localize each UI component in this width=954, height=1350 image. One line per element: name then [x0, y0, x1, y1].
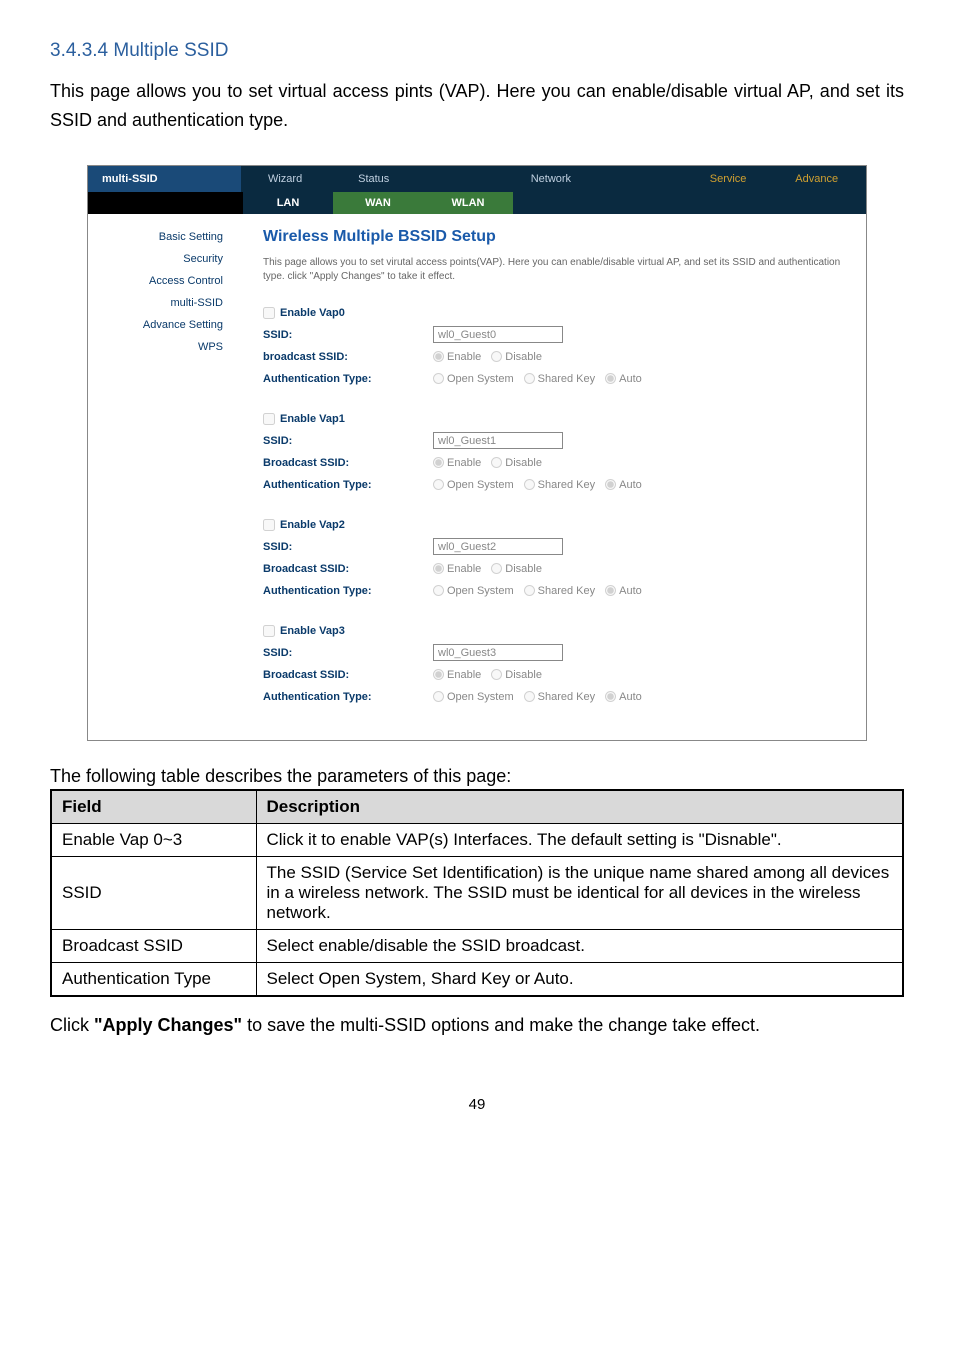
- vap0-enable-checkbox[interactable]: [263, 307, 275, 319]
- td-desc-2: Select enable/disable the SSID broadcast…: [256, 929, 903, 962]
- vap2-ssid-label: SSID:: [263, 541, 433, 553]
- nav-advance[interactable]: Advance: [772, 166, 861, 192]
- vap0-enable-label: Enable Vap0: [280, 307, 345, 319]
- vap1-ssid-input[interactable]: [433, 432, 563, 449]
- sidebar-item-multissid[interactable]: multi-SSID: [170, 297, 223, 309]
- main-area: Basic Setting Security Access Control mu…: [88, 214, 866, 740]
- vap0-bcast-disable[interactable]: [491, 351, 502, 362]
- td-field-2: Broadcast SSID: [51, 929, 256, 962]
- router-panel: multi-SSID Wizard Status Network Service…: [87, 165, 867, 741]
- td-field-0: Enable Vap 0~3: [51, 823, 256, 856]
- vap0-ssid-input[interactable]: [433, 326, 563, 343]
- vap1-auth-label: Authentication Type:: [263, 479, 433, 491]
- vap3-ssid-label: SSID:: [263, 647, 433, 659]
- sub-bar: LAN WAN WLAN: [88, 192, 866, 214]
- vap1-bcast-label: Broadcast SSID:: [263, 457, 433, 469]
- vap1-ssid-label: SSID:: [263, 435, 433, 447]
- content-area: Wireless Multiple BSSID Setup This page …: [243, 214, 866, 740]
- th-desc: Description: [256, 790, 903, 824]
- vap2-bcast-enable[interactable]: [433, 563, 444, 574]
- vap1-auth-open[interactable]: [433, 479, 444, 490]
- vap3-auth-open[interactable]: [433, 691, 444, 702]
- vap0-block: Enable Vap0 SSID: broadcast SSID:EnableD…: [263, 302, 846, 390]
- vap2-auth-label: Authentication Type:: [263, 585, 433, 597]
- sidebar-item-advance[interactable]: Advance Setting: [88, 314, 243, 336]
- table-intro: The following table describes the parame…: [50, 766, 904, 787]
- vap3-ssid-input[interactable]: [433, 644, 563, 661]
- vap0-ssid-label: SSID:: [263, 329, 433, 341]
- td-field-3: Authentication Type: [51, 962, 256, 996]
- section-heading: 3.4.3.4 Multiple SSID: [50, 40, 904, 62]
- vap2-enable-label: Enable Vap2: [280, 519, 345, 531]
- tab-lan[interactable]: LAN: [243, 192, 333, 214]
- brand-label: multi-SSID: [88, 166, 241, 192]
- tab-wlan[interactable]: WLAN: [423, 192, 513, 214]
- subbar-spacer: [88, 192, 243, 214]
- tab-wan[interactable]: WAN: [333, 192, 423, 214]
- vap2-block: Enable Vap2 SSID: Broadcast SSID:EnableD…: [263, 514, 846, 602]
- vap0-auth-label: Authentication Type:: [263, 373, 433, 385]
- nav-empty1: [418, 166, 507, 192]
- vap3-auth-auto[interactable]: [605, 691, 616, 702]
- vap1-block: Enable Vap1 SSID: Broadcast SSID:EnableD…: [263, 408, 846, 496]
- nav-status[interactable]: Status: [329, 166, 418, 192]
- vap3-auth-shared[interactable]: [524, 691, 535, 702]
- vap3-bcast-label: Broadcast SSID:: [263, 669, 433, 681]
- sidebar-item-basic[interactable]: Basic Setting: [88, 226, 243, 248]
- content-desc: This page allows you to set virutal acce…: [263, 256, 846, 284]
- vap2-auth-shared[interactable]: [524, 585, 535, 596]
- page-number: 49: [50, 1096, 904, 1113]
- intro-text: This page allows you to set virtual acce…: [50, 77, 904, 135]
- closing-text: Click "Apply Changes" to save the multi-…: [50, 1015, 904, 1036]
- vap2-bcast-label: Broadcast SSID:: [263, 563, 433, 575]
- vap1-auth-shared[interactable]: [524, 479, 535, 490]
- vap3-block: Enable Vap3 SSID: Broadcast SSID:EnableD…: [263, 620, 846, 708]
- vap1-bcast-enable[interactable]: [433, 457, 444, 468]
- nav-empty2: [595, 166, 684, 192]
- top-bar: multi-SSID Wizard Status Network Service…: [88, 166, 866, 192]
- vap1-auth-auto[interactable]: [605, 479, 616, 490]
- td-desc-0: Click it to enable VAP(s) Interfaces. Th…: [256, 823, 903, 856]
- nav-wizard[interactable]: Wizard: [241, 166, 330, 192]
- th-field: Field: [51, 790, 256, 824]
- sidebar-item-wps[interactable]: WPS: [88, 336, 243, 358]
- vap0-bcast-enable[interactable]: [433, 351, 444, 362]
- vap3-enable-label: Enable Vap3: [280, 625, 345, 637]
- vap1-enable-checkbox[interactable]: [263, 413, 275, 425]
- params-table: Field Description Enable Vap 0~3 Click i…: [50, 789, 904, 997]
- td-desc-3: Select Open System, Shard Key or Auto.: [256, 962, 903, 996]
- vap0-auth-shared[interactable]: [524, 373, 535, 384]
- vap3-auth-label: Authentication Type:: [263, 691, 433, 703]
- vap0-auth-open[interactable]: [433, 373, 444, 384]
- sidebar-item-access[interactable]: Access Control: [88, 270, 243, 292]
- nav-service[interactable]: Service: [684, 166, 773, 192]
- content-title: Wireless Multiple BSSID Setup: [263, 228, 846, 246]
- vap1-enable-label: Enable Vap1: [280, 413, 345, 425]
- vap2-auth-auto[interactable]: [605, 585, 616, 596]
- sidebar: Basic Setting Security Access Control mu…: [88, 214, 243, 740]
- vap1-bcast-disable[interactable]: [491, 457, 502, 468]
- td-desc-1: The SSID (Service Set Identification) is…: [256, 856, 903, 929]
- vap0-bcast-label: broadcast SSID:: [263, 351, 433, 363]
- vap2-bcast-disable[interactable]: [491, 563, 502, 574]
- vap0-auth-auto[interactable]: [605, 373, 616, 384]
- vap2-ssid-input[interactable]: [433, 538, 563, 555]
- nav-network[interactable]: Network: [507, 166, 596, 192]
- td-field-1: SSID: [51, 856, 256, 929]
- vap3-bcast-enable[interactable]: [433, 669, 444, 680]
- vap3-bcast-disable[interactable]: [491, 669, 502, 680]
- vap2-auth-open[interactable]: [433, 585, 444, 596]
- vap2-enable-checkbox[interactable]: [263, 519, 275, 531]
- sidebar-item-security[interactable]: Security: [88, 248, 243, 270]
- vap3-enable-checkbox[interactable]: [263, 625, 275, 637]
